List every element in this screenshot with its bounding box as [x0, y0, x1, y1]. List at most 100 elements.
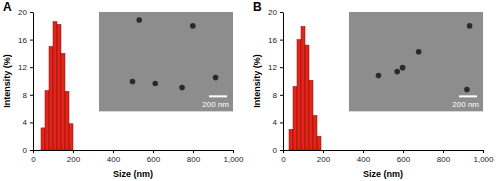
y-axis-title: Intensity (%)	[252, 54, 262, 108]
tick-mark	[30, 95, 33, 96]
bar	[69, 124, 73, 150]
tick-label: 8	[23, 91, 28, 100]
tick-label: 16	[18, 36, 27, 45]
bar	[41, 128, 45, 150]
tick-mark	[280, 40, 283, 41]
particle	[179, 85, 185, 91]
tick-label: 800	[187, 155, 201, 164]
tick-label: 16	[268, 36, 277, 45]
tick-label: 400	[107, 155, 121, 164]
tick-mark	[30, 67, 33, 68]
tick: 400	[357, 150, 371, 164]
panel-label: A	[3, 0, 12, 14]
axis-line	[283, 13, 284, 151]
bar	[57, 24, 61, 150]
tick: 800	[437, 150, 451, 164]
bars	[41, 22, 73, 150]
tick: 8	[273, 91, 283, 100]
tick: 200	[317, 150, 331, 164]
tick-mark	[233, 150, 234, 153]
tick: 0	[23, 146, 33, 155]
tick: 0	[31, 150, 36, 164]
y-axis-title: Intensity (%)	[2, 54, 12, 108]
tick-mark	[483, 150, 484, 153]
tick: 20	[18, 8, 33, 17]
tick-label: 12	[18, 63, 27, 72]
scale-bar	[209, 95, 227, 97]
bar	[301, 26, 305, 150]
tick-mark	[403, 150, 404, 153]
tick-mark	[280, 67, 283, 68]
bar	[305, 45, 309, 150]
tick-label: 200	[67, 155, 81, 164]
bar	[309, 80, 313, 150]
tick-mark	[113, 150, 114, 153]
x-axis-title: Size (nm)	[363, 169, 403, 179]
tick-label: 0	[273, 146, 278, 155]
scale-bar-label: 200 nm	[202, 100, 229, 109]
tick-mark	[30, 12, 33, 13]
tick: 8	[23, 91, 33, 100]
tick-label: 1,000	[473, 155, 494, 164]
particle	[376, 73, 382, 79]
tick: 12	[268, 63, 283, 72]
axis-line	[34, 150, 234, 151]
bar	[297, 40, 301, 150]
tick: 0	[281, 150, 286, 164]
panel: 200 nm 0 200 400 600 800 1,000 0 4 8 12 16 20	[18, 8, 244, 164]
tem-background	[349, 12, 483, 111]
tick: 600	[147, 150, 161, 164]
tick: 1,000	[473, 150, 494, 164]
tick: 200	[67, 150, 81, 164]
particle	[152, 81, 158, 87]
tick: 4	[273, 118, 283, 127]
axis-line	[284, 150, 484, 151]
tick-label: 600	[397, 155, 411, 164]
particle	[467, 23, 473, 29]
tick-mark	[363, 150, 364, 153]
bar	[49, 47, 53, 151]
tick-label: 20	[18, 8, 27, 17]
bar	[53, 22, 57, 150]
tick: 16	[268, 36, 283, 45]
tick-label: 400	[357, 155, 371, 164]
y-axis: 0 4 8 12 16 20	[18, 8, 33, 155]
particle	[464, 87, 470, 93]
tem-image: 200 nm	[349, 12, 483, 111]
tick-label: 4	[23, 118, 28, 127]
x-axis: 0 200 400 600 800 1,000	[31, 150, 244, 164]
tick: 600	[397, 150, 411, 164]
tick: 4	[23, 118, 33, 127]
tem-background	[99, 12, 233, 111]
tick-mark	[280, 122, 283, 123]
tick: 800	[187, 150, 201, 164]
tick-label: 200	[317, 155, 331, 164]
tick: 0	[273, 146, 283, 155]
bar	[61, 53, 65, 150]
particle	[190, 23, 196, 29]
panel: 200 nm 0 200 400 600 800 1,000 0 4 8 12 16 20	[268, 8, 494, 164]
tick: 20	[268, 8, 283, 17]
figure: 200 nm02004006008001,000048121620ASize (…	[0, 0, 500, 181]
scale-bar-label: 200 nm	[452, 100, 479, 109]
tem-image: 200 nm	[99, 12, 233, 111]
x-axis: 0 200 400 600 800 1,000	[281, 150, 494, 164]
tick-mark	[73, 150, 74, 153]
y-axis: 0 4 8 12 16 20	[268, 8, 283, 155]
tick-label: 12	[268, 63, 277, 72]
tick-label: 800	[437, 155, 451, 164]
tick: 400	[107, 150, 121, 164]
bar	[289, 129, 293, 150]
bar	[293, 87, 297, 150]
particle	[136, 17, 142, 23]
tick-label: 1,000	[223, 155, 244, 164]
tick-mark	[280, 12, 283, 13]
tick: 12	[18, 63, 33, 72]
particle	[130, 79, 136, 85]
bar	[45, 91, 49, 150]
axis-line	[33, 13, 34, 151]
tick-mark	[30, 40, 33, 41]
tick-mark	[323, 150, 324, 153]
particle	[416, 49, 422, 55]
particle	[213, 75, 219, 81]
